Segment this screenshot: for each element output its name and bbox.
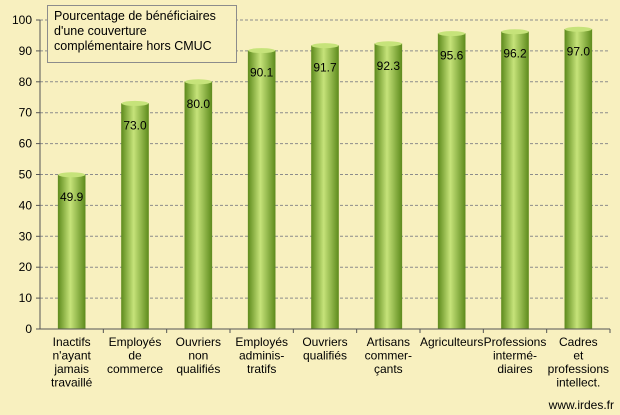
- y-tick-label: 0: [25, 322, 32, 336]
- x-tick-label: Professions intermé-diaires: [484, 335, 547, 376]
- bar-cap: [248, 48, 276, 54]
- bar: [374, 43, 403, 330]
- data-label: 96.2: [503, 47, 527, 61]
- bar: [247, 50, 276, 330]
- x-tick-label: Artisans commer-çants: [365, 335, 412, 376]
- y-tick-label: 100: [12, 13, 32, 27]
- bar: [184, 81, 213, 330]
- bar-cap: [438, 31, 466, 37]
- data-label: 95.6: [440, 49, 464, 63]
- x-axis: Inactifs n'ayant jamais travaillé Employés de…: [40, 328, 611, 390]
- bar-cap: [58, 172, 86, 178]
- bar: [57, 174, 86, 330]
- y-tick-label: 20: [19, 260, 33, 274]
- data-label: 73.0: [123, 118, 147, 132]
- bar-cap: [311, 43, 339, 49]
- y-tick-label: 40: [19, 198, 33, 212]
- bar-cap: [501, 29, 529, 35]
- bar: [437, 33, 466, 330]
- bar-cap: [374, 41, 402, 47]
- x-tick-label: Employés de commerce: [107, 335, 163, 376]
- y-axis: 0 10 20 30 40 50 60 70 80 90 100: [12, 13, 41, 336]
- data-labels: 49.9 73.0 80.0 90.1 91.7 92.3 95.6 96.2 97.0: [60, 44, 590, 204]
- x-tick-label: Cadres et professions intellect.: [548, 335, 609, 390]
- y-tick-label: 70: [19, 106, 33, 120]
- source-label: www.irdes.fr: [548, 398, 614, 412]
- bar: [501, 31, 529, 330]
- bar: [564, 28, 593, 330]
- bar-cap: [184, 79, 212, 85]
- data-label: 90.1: [250, 66, 274, 80]
- x-tick-label: Employés adminis-tratifs: [235, 335, 288, 376]
- y-tick-label: 10: [19, 291, 33, 305]
- x-tick-label: Inactifs n'ayant jamais travaillé: [51, 335, 93, 390]
- x-tick-label: Ouvriers qualifiés: [302, 335, 347, 363]
- data-label: 49.9: [60, 190, 84, 204]
- chart-title: Pourcentage de bénéficiaires d'une couve…: [47, 5, 237, 63]
- y-tick-label: 90: [19, 44, 33, 58]
- bar-cap: [564, 26, 592, 32]
- data-label: 92.3: [377, 59, 401, 73]
- y-tick-label: 50: [19, 168, 33, 182]
- bar: [121, 103, 149, 330]
- y-tick-label: 80: [19, 75, 33, 89]
- data-label: 91.7: [313, 61, 337, 75]
- bars: [57, 26, 593, 330]
- data-label: 80.0: [187, 97, 211, 111]
- y-tick-label: 30: [19, 229, 33, 243]
- y-tick-label: 60: [19, 137, 33, 151]
- data-label: 97.0: [567, 44, 591, 58]
- x-tick-label: Ouvriers non qualifiés: [176, 335, 221, 376]
- bar: [311, 45, 339, 330]
- x-tick-label: Agriculteurs: [420, 335, 483, 349]
- bar-cap: [121, 100, 149, 106]
